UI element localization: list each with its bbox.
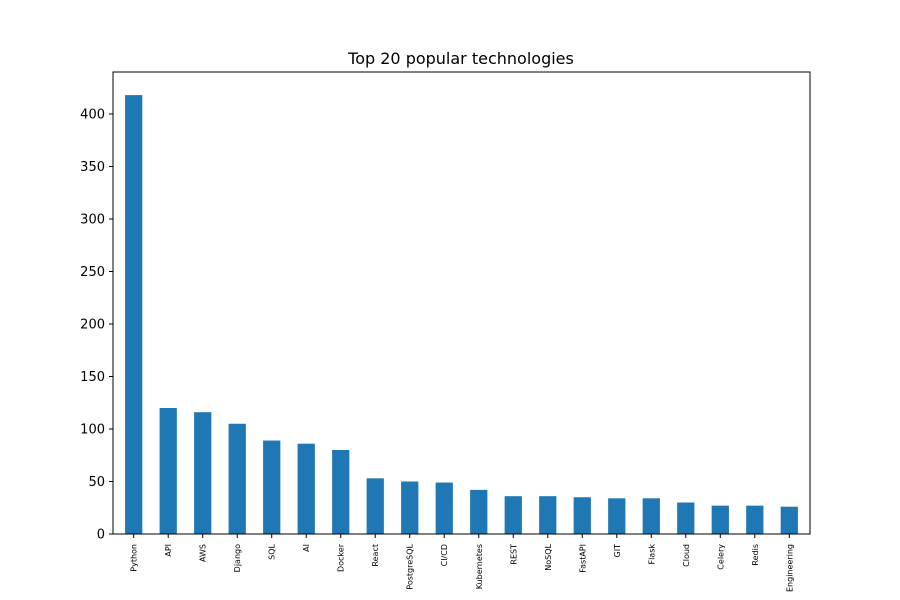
x-tick-label: PostgreSQL <box>406 543 415 589</box>
x-tick-label: AWS <box>199 544 208 562</box>
bar-docker <box>332 450 350 534</box>
x-axis: Python API AWS Django SQL AI Docker React Postgr… <box>130 534 794 592</box>
bar-react <box>366 478 384 534</box>
x-tick-label: Python <box>130 544 139 572</box>
y-tick-label: 400 <box>80 108 105 123</box>
bar-engineering <box>780 506 798 534</box>
y-tick-label: 350 <box>80 160 105 175</box>
y-tick-label: 300 <box>80 213 105 228</box>
bar-python <box>125 95 143 534</box>
y-tick-label: 0 <box>97 528 105 543</box>
y-tick-label: 100 <box>80 423 105 438</box>
x-tick-label: API <box>164 544 173 557</box>
bar-django <box>228 423 246 534</box>
x-tick-label: Docker <box>337 543 346 572</box>
y-tick-label: 250 <box>80 265 105 280</box>
x-tick-label: Redis <box>751 544 760 566</box>
bar-kubernetes <box>470 489 488 534</box>
x-tick-label: CI/CD <box>440 544 449 566</box>
bar-ai <box>297 443 315 534</box>
plot-frame <box>112 71 811 535</box>
x-tick-label: REST <box>509 544 518 565</box>
x-tick-label: Kubernetes <box>475 544 484 589</box>
bar-fastapi <box>573 497 591 534</box>
bar-celery <box>711 505 729 534</box>
bar-postgresql <box>401 481 419 534</box>
bar-sql <box>263 440 281 534</box>
x-tick-label: Flask <box>647 544 656 565</box>
x-tick-label: GIT <box>613 544 622 558</box>
x-tick-label: AI <box>302 544 311 552</box>
bar-nosql <box>539 496 557 534</box>
x-tick-label: React <box>371 544 380 567</box>
x-tick-label: SQL <box>268 543 277 559</box>
bar-git <box>608 498 626 534</box>
y-tick-label: 200 <box>80 318 105 333</box>
chart-title: Top 20 popular technologies <box>347 49 574 68</box>
bar-ci-cd <box>435 482 453 534</box>
bar-rest <box>504 496 522 534</box>
x-tick-label: Engineering <box>785 544 794 592</box>
bar-api <box>159 408 177 534</box>
bar-flask <box>642 498 660 534</box>
x-tick-label: NoSQL <box>544 543 553 570</box>
bar-redis <box>746 505 764 534</box>
y-tick-label: 50 <box>88 475 105 490</box>
y-tick-label: 150 <box>80 370 105 385</box>
bar-cloud <box>677 502 695 534</box>
x-tick-label: Cloud <box>682 544 691 567</box>
x-tick-label: Celery <box>716 544 725 570</box>
x-tick-label: FastAPI <box>578 544 587 573</box>
bars-group <box>125 95 798 534</box>
y-axis: 0 50 100 150 200 250 300 350 400 <box>80 108 113 543</box>
bar-aws <box>194 412 212 534</box>
x-tick-label: Django <box>233 544 242 572</box>
